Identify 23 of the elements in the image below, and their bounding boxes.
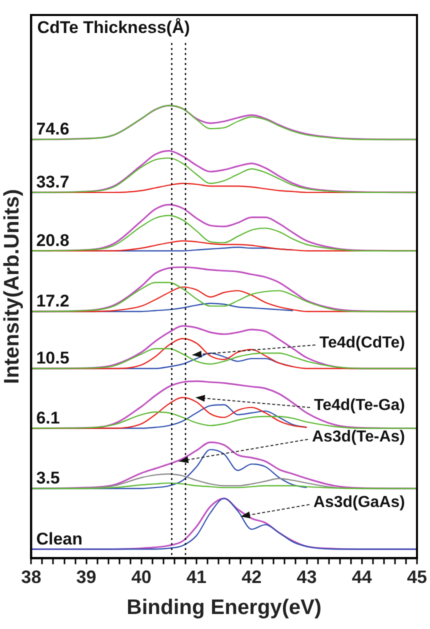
x-tick-label: 41 xyxy=(186,566,207,587)
annotation: Te4d(Te-Ga) xyxy=(314,396,405,414)
x-tick-label: 45 xyxy=(406,566,428,587)
x-tick-label: 44 xyxy=(352,566,372,587)
annotation: As3d(GaAs) xyxy=(313,494,405,511)
x-tick-label: 42 xyxy=(242,566,262,587)
annotation: As3d(Te-As) xyxy=(312,428,405,446)
series-label: 6.1 xyxy=(36,408,60,428)
series-label: 20.8 xyxy=(36,231,70,250)
y-axis-title: Intensity(Arb.Units) xyxy=(0,189,24,384)
x-tick-label: 40 xyxy=(131,566,152,587)
series-label: 74.6 xyxy=(36,120,70,139)
annotation: Te4d(CdTe) xyxy=(319,334,405,352)
x-tick-label: 38 xyxy=(21,566,42,587)
series-label: 17.2 xyxy=(36,292,70,311)
x-tick-label: 43 xyxy=(296,566,317,587)
series-label: Clean xyxy=(36,529,82,548)
series-label: 33.7 xyxy=(36,172,70,192)
x-tick-label: 39 xyxy=(76,566,96,587)
x-axis-title: Binding Energy(eV) xyxy=(126,596,322,620)
series-label: 10.5 xyxy=(36,348,70,368)
legend-title: CdTe Thickness(Å) xyxy=(37,18,190,38)
series-label: 3.5 xyxy=(36,468,60,488)
